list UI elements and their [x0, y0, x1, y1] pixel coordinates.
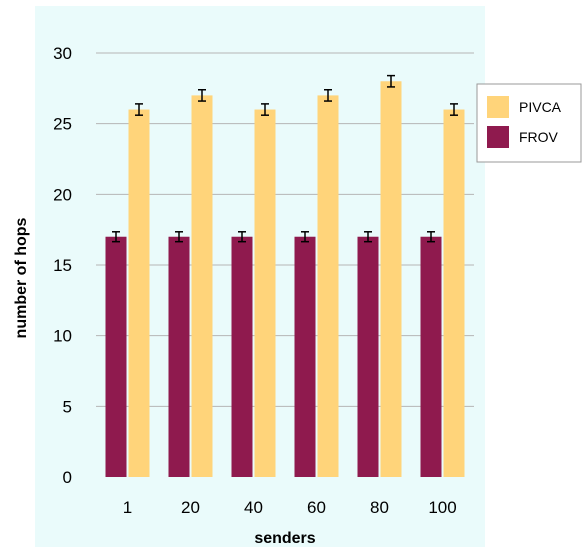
error-bar — [198, 88, 206, 102]
error-bar — [450, 103, 458, 116]
y-tick-label: 5 — [63, 397, 72, 416]
bar-frov — [420, 236, 442, 477]
error-bar — [238, 231, 246, 243]
x-tick-label: 1 — [123, 498, 132, 517]
y-tick-label: 25 — [53, 115, 72, 134]
x-tick-label: 60 — [307, 498, 326, 517]
legend-label: FROV — [519, 129, 559, 145]
legend-swatch — [487, 126, 509, 148]
x-axis-ticks: 1 20 40 60 80 100 — [123, 498, 457, 517]
error-bar — [301, 231, 309, 243]
legend-swatch — [487, 96, 509, 118]
error-bar — [112, 231, 120, 243]
error-bar — [387, 74, 395, 88]
y-tick-label: 10 — [53, 327, 72, 346]
x-tick-label: 20 — [181, 498, 200, 517]
bar-pivca — [191, 95, 213, 478]
bar-pivca — [443, 109, 465, 478]
x-tick-label: 40 — [244, 498, 263, 517]
y-axis-ticks: 0 5 10 15 20 25 30 — [53, 44, 72, 487]
bar-frov — [231, 236, 253, 477]
x-axis-title: senders — [254, 530, 315, 547]
bar-pivca — [380, 81, 402, 478]
x-tick-label: 80 — [370, 498, 389, 517]
y-axis-title: number of hops — [13, 217, 30, 338]
error-bar — [364, 231, 372, 243]
error-bar — [135, 103, 143, 116]
gridlines — [96, 52, 474, 407]
y-tick-label: 20 — [53, 185, 72, 204]
y-tick-label: 15 — [53, 256, 72, 275]
bar-pivca — [254, 109, 276, 478]
bar-frov — [294, 236, 316, 477]
legend-box — [476, 83, 582, 163]
error-bars — [112, 74, 458, 243]
y-tick-label: 0 — [63, 468, 72, 487]
bars — [105, 81, 465, 478]
bar-frov — [168, 236, 190, 477]
legend: PIVCA FROV — [476, 83, 582, 163]
x-tick-label: 100 — [428, 498, 456, 517]
error-bar — [175, 231, 183, 243]
y-tick-label: 30 — [53, 44, 72, 63]
error-bar — [324, 88, 332, 102]
error-bar — [261, 103, 269, 116]
bar-pivca — [128, 109, 150, 478]
error-bar — [427, 231, 435, 243]
legend-label: PIVCA — [519, 99, 562, 115]
bar-frov — [357, 236, 379, 477]
bar-pivca — [317, 95, 339, 478]
bar-frov — [105, 236, 127, 477]
